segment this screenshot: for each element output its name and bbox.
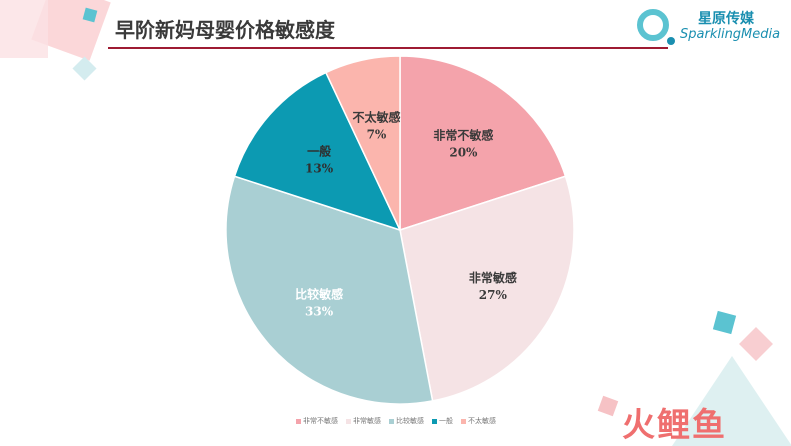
pie-slice-value-4: 7%	[367, 128, 387, 142]
pie-slice-label-0: 非常不敏感	[433, 128, 493, 143]
legend-item-3: 一般	[432, 416, 453, 426]
pie-slice-4	[324, 55, 401, 231]
legend-swatch-2	[389, 418, 394, 424]
page-title: 早阶新妈母婴价格敏感度	[115, 18, 335, 42]
pie-slice-label-4: 不太敏感	[352, 110, 400, 125]
legend-label-2: 比较敏感	[396, 417, 424, 425]
pie-slice-label-3: 一般	[307, 144, 331, 159]
legend-swatch-3	[432, 418, 437, 424]
pie-slice-1	[399, 175, 575, 402]
pie-slice-2	[225, 175, 434, 405]
decor-triangle-teal-bottom	[672, 356, 791, 446]
legend-item-1: 非常敏感	[346, 416, 381, 426]
decor-square-pink-left	[0, 0, 48, 58]
pie-slice-value-0: 20%	[449, 146, 478, 160]
legend-swatch-1	[346, 418, 351, 424]
pie-slice-label-1: 非常敏感	[469, 270, 517, 285]
legend-label-4: 不太敏感	[468, 417, 496, 425]
brand-name-en: SparklingMedia	[680, 27, 781, 42]
pie-slice-label-2: 比较敏感	[295, 286, 343, 301]
legend-item-0: 非常不敏感	[296, 416, 338, 426]
legend-swatch-0	[296, 418, 301, 424]
legend-item-4: 不太敏感	[461, 416, 496, 426]
pie-slice-value-3: 13%	[305, 162, 334, 176]
legend-label-3: 一般	[439, 417, 453, 425]
brand-logo-ring-icon	[637, 9, 675, 45]
pie-slice-0	[399, 55, 567, 232]
brand-name-cn: 星原传媒	[698, 11, 754, 27]
legend-item-2: 比较敏感	[389, 416, 424, 426]
legend-label-1: 非常敏感	[353, 417, 381, 425]
chart-legend: 非常不敏感 非常敏感 比较敏感 一般 不太敏感	[296, 416, 496, 426]
pie-slice-value-2: 33%	[305, 304, 334, 318]
pie-slice-value-1: 27%	[479, 288, 508, 302]
legend-swatch-4	[461, 418, 466, 424]
pie-slice-3	[233, 71, 402, 232]
watermark-logo: 火鲤鱼	[622, 405, 727, 444]
legend-label-0: 非常不敏感	[303, 417, 338, 425]
title-underline	[108, 47, 668, 49]
